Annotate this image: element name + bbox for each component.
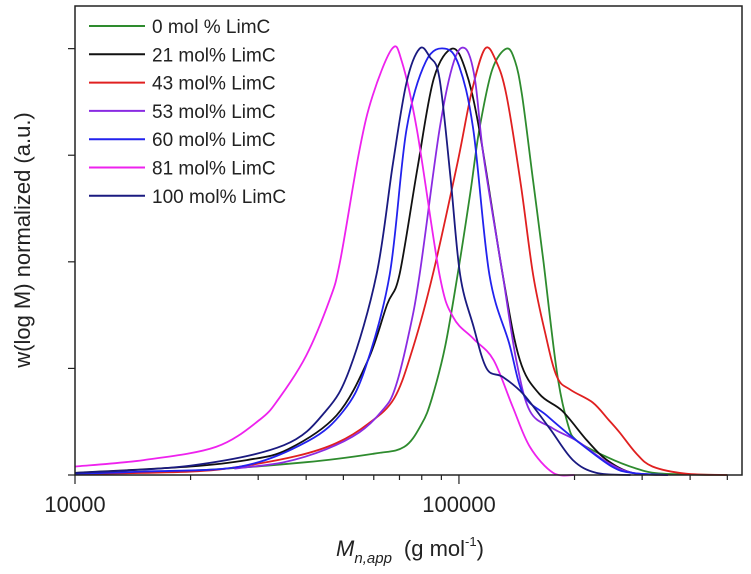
plot-frame [74, 5, 743, 476]
legend-label: 100 mol% LimC [152, 187, 286, 208]
y-axis-label: w(log M) normalized (a.u.) [10, 112, 35, 369]
legend-label: 43 mol% LimC [152, 74, 276, 95]
legend-item-3: 53 mol% LimC [89, 102, 276, 123]
legend-label: 53 mol% LimC [152, 102, 276, 123]
series-line-1 [74, 47, 668, 476]
legend-item-5: 81 mol% LimC [89, 159, 276, 180]
x-axis-ticks [74, 475, 728, 484]
x-tick-label-10000: 10000 [44, 492, 105, 517]
legend-label: 21 mol% LimC [152, 45, 276, 66]
y-axis-ticks [68, 48, 75, 476]
series-line-2 [74, 46, 728, 476]
legend: 0 mol % LimC 21 mol% LimC 43 mol% LimC 53 m… [89, 17, 286, 208]
series-line-4 [74, 47, 668, 476]
legend-label: 81 mol% LimC [152, 159, 276, 180]
series-line-3 [234, 46, 668, 476]
x-axis-label: Mn,app (g mol-1) [336, 534, 484, 567]
legend-item-6: 100 mol% LimC [89, 187, 286, 208]
legend-item-0: 0 mol % LimC [89, 17, 270, 38]
legend-item-4: 60 mol% LimC [89, 130, 276, 151]
series-line-5 [74, 45, 575, 477]
legend-label: 60 mol% LimC [152, 130, 276, 151]
legend-label: 0 mol % LimC [152, 17, 270, 38]
x-tick-label-100000: 100000 [422, 492, 495, 517]
legend-item-1: 21 mol% LimC [89, 45, 276, 66]
series-curves [74, 45, 728, 477]
legend-item-2: 43 mol% LimC [89, 74, 276, 95]
series-line-6 [74, 46, 631, 476]
